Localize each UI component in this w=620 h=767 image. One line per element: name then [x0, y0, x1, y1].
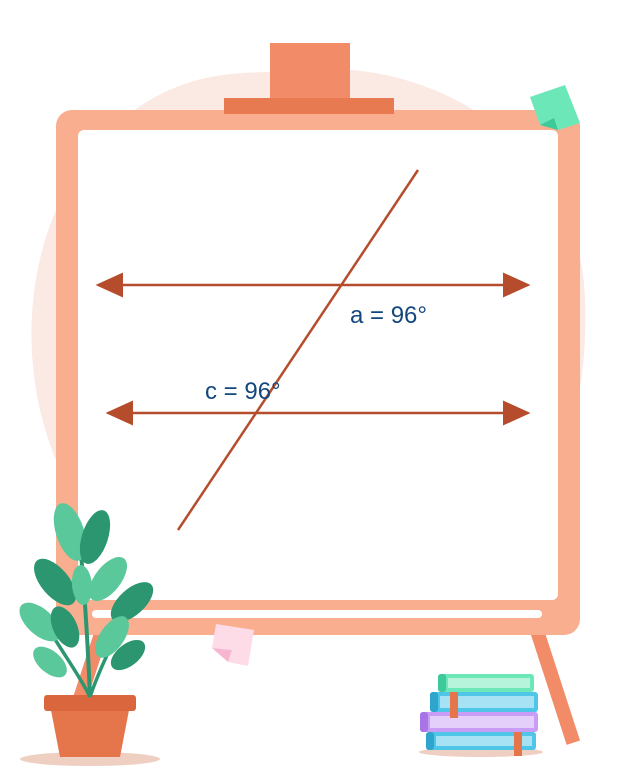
leaf-9	[28, 641, 73, 684]
bookmark-2	[450, 692, 458, 718]
easel-crossbar	[224, 98, 394, 114]
book-4-spine	[426, 732, 434, 750]
book-2-spine	[430, 692, 438, 712]
book-1-pages	[448, 678, 530, 688]
easel-cap	[270, 43, 350, 98]
angle-label-a: a = 96°	[350, 302, 427, 330]
transversal-line	[178, 170, 418, 530]
books-stack	[416, 662, 546, 757]
sticky-note-green	[530, 85, 580, 140]
plant-pot-rim	[44, 695, 136, 711]
book-3-spine	[420, 712, 428, 732]
potted-plant	[0, 487, 220, 767]
book-1-spine	[438, 674, 446, 692]
book-3-pages	[430, 716, 534, 728]
plant-pot	[50, 705, 130, 757]
angle-label-c: c = 96°	[205, 378, 281, 406]
bookmark-1	[514, 732, 522, 756]
